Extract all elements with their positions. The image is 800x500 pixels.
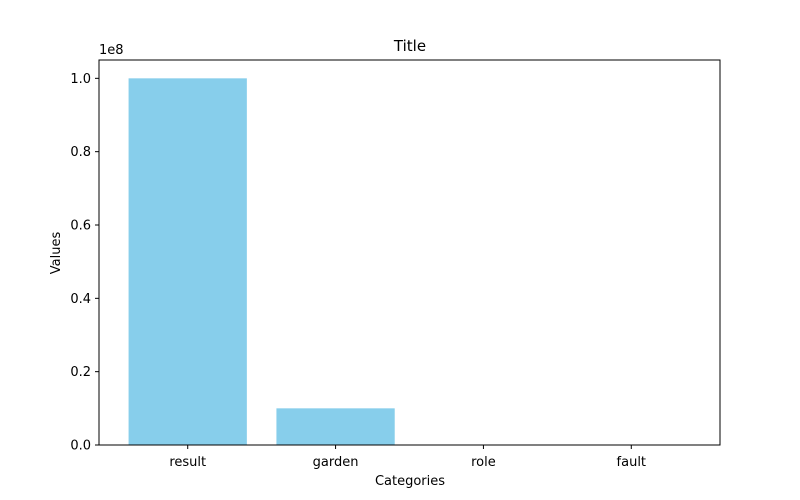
plot-frame — [98, 59, 721, 446]
y-offset-label: 1e8 — [99, 43, 124, 58]
y-tick-label: 0.0 — [70, 439, 91, 454]
x-tick-label-fault: fault — [617, 455, 647, 470]
y-axis: 0.0 0.2 0.4 0.6 0.8 1.0 — [70, 72, 99, 454]
bars-group — [128, 78, 395, 445]
x-tick-label-garden: garden — [313, 455, 359, 470]
y-tick-label: 1.0 — [70, 72, 91, 87]
y-tick-label: 0.2 — [70, 365, 91, 380]
y-tick-label: 0.6 — [70, 219, 91, 234]
chart-title: Title — [393, 37, 426, 55]
bar-result — [128, 78, 247, 445]
y-tick-label: 0.8 — [70, 145, 91, 160]
x-axis-label: Categories — [375, 474, 445, 489]
bar-garden — [276, 408, 395, 445]
y-tick-label: 0.4 — [70, 292, 91, 307]
x-axis: result garden role fault — [169, 445, 646, 470]
x-tick-label-result: result — [169, 455, 206, 470]
y-axis-label: Values — [49, 232, 64, 275]
x-tick-label-role: role — [471, 455, 496, 470]
